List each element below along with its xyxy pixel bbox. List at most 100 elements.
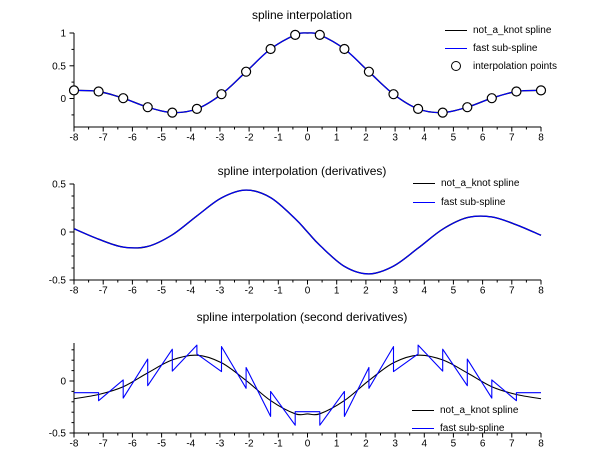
legend-label: interpolation points bbox=[473, 60, 557, 72]
x-tick-label: -6 bbox=[128, 133, 137, 144]
x-tick-label: -1 bbox=[274, 133, 283, 144]
interpolation-point-marker bbox=[388, 89, 399, 100]
x-tick-label: 8 bbox=[538, 439, 544, 450]
black-line-swatch-icon bbox=[445, 29, 467, 31]
x-tick-label: -8 bbox=[70, 439, 79, 450]
x-tick-label: 5 bbox=[451, 133, 457, 144]
interpolation-point-marker bbox=[290, 29, 301, 41]
legend-item-fast-sub-spline: fast sub-spline bbox=[413, 193, 519, 212]
x-tick-label: 1 bbox=[334, 286, 340, 297]
legend-label: fast sub-spline bbox=[441, 197, 506, 208]
y-tick-label: -0.5 bbox=[49, 429, 67, 440]
interpolation-point-marker bbox=[535, 85, 547, 96]
x-tick-label: -8 bbox=[70, 133, 79, 144]
black-line-swatch-icon bbox=[412, 409, 434, 411]
interpolation-point-marker bbox=[93, 86, 104, 97]
x-tick-label: 0 bbox=[305, 439, 311, 450]
legend-item-not-a-knot: not_a_knot spline bbox=[445, 21, 557, 39]
legend-item-fast-sub-spline: fast sub-spline bbox=[445, 39, 557, 57]
x-tick-label: -5 bbox=[157, 439, 166, 450]
interpolation-point-marker bbox=[511, 86, 522, 97]
x-tick-label: -4 bbox=[186, 439, 195, 450]
interpolation-point-marker bbox=[216, 89, 227, 100]
interpolation-point-marker bbox=[265, 43, 276, 55]
x-tick-label: -2 bbox=[245, 286, 254, 297]
legend-item-fast-sub-spline: fast sub-spline bbox=[412, 419, 518, 437]
x-tick-label: -8 bbox=[70, 286, 79, 297]
plot-3-title: spline interpolation (second derivatives… bbox=[196, 310, 408, 324]
legend-label: fast sub-spline bbox=[473, 42, 538, 54]
x-tick-label: 3 bbox=[392, 439, 398, 450]
interpolation-point-marker bbox=[437, 107, 448, 118]
black-line-swatch-icon bbox=[413, 183, 435, 184]
x-tick-label: -3 bbox=[215, 439, 224, 450]
x-tick-label: -7 bbox=[99, 133, 108, 144]
plot-1-legend: not_a_knot spline fast sub-spline interp… bbox=[445, 21, 557, 75]
plot-2-legend: not_a_knot spline fast sub-spline bbox=[413, 174, 519, 212]
x-tick-label: 0 bbox=[305, 286, 311, 297]
x-tick-label: -4 bbox=[186, 286, 195, 297]
x-tick-label: 7 bbox=[509, 286, 515, 297]
x-tick-label: 7 bbox=[509, 133, 515, 144]
x-tick-label: -6 bbox=[128, 286, 137, 297]
plot-1-tick-labels: -8 -7 -6 -5 -4 -3 -2 -1 0 1 2 3 4 5 6 7 8 1 0.5 0 bbox=[52, 29, 544, 144]
y-tick-label: -0.5 bbox=[49, 276, 67, 287]
x-tick-label: 6 bbox=[480, 286, 486, 297]
interpolation-point-marker bbox=[413, 103, 424, 115]
x-tick-label: 6 bbox=[480, 133, 486, 144]
x-tick-label: -5 bbox=[157, 286, 166, 297]
x-tick-label: 3 bbox=[392, 286, 398, 297]
plot-3: -8 -7 -6 -5 -4 -3 -2 -1 0 1 2 3 4 5 6 7 8 0 -0.5 bbox=[49, 343, 544, 450]
series-fast-sub-spline bbox=[73, 32, 542, 114]
blue-line-swatch-icon bbox=[413, 202, 435, 203]
x-tick-label: 1 bbox=[334, 133, 340, 144]
interpolation-point-marker bbox=[486, 93, 497, 104]
series-fast-sub-spline bbox=[74, 344, 541, 426]
plot-2-title: spline interpolation (derivatives) bbox=[217, 164, 387, 178]
y-tick-label: 1 bbox=[60, 29, 66, 40]
x-tick-label: 2 bbox=[363, 286, 369, 297]
interpolation-point-marker bbox=[68, 85, 80, 96]
x-tick-label: 2 bbox=[363, 133, 369, 144]
plot-1: -8 -7 -6 -5 -4 -3 -2 -1 0 1 2 3 4 5 6 7 8 1 0.5 0 bbox=[52, 29, 547, 144]
plot-3-tick-labels: -8 -7 -6 -5 -4 -3 -2 -1 0 1 2 3 4 5 6 7 8 0 -0.5 bbox=[49, 377, 544, 450]
legend-label: fast sub-spline bbox=[440, 422, 505, 434]
series-not-a-knot-spline bbox=[73, 354, 542, 416]
interpolation-point-marker bbox=[462, 102, 473, 113]
legend-label: not_a_knot spline bbox=[440, 404, 519, 416]
circle-marker-swatch-icon bbox=[451, 61, 461, 71]
x-tick-label: 8 bbox=[538, 133, 544, 144]
x-tick-label: 4 bbox=[422, 133, 428, 144]
interpolation-point-marker bbox=[363, 66, 374, 77]
y-tick-label: 0.5 bbox=[52, 180, 66, 191]
x-tick-label: 0 bbox=[305, 133, 311, 144]
x-tick-label: -3 bbox=[215, 286, 224, 297]
x-tick-label: 2 bbox=[363, 439, 369, 450]
x-tick-label: 5 bbox=[451, 439, 457, 450]
legend-item-interpolation-points: interpolation points bbox=[445, 57, 557, 75]
x-tick-label: 4 bbox=[422, 439, 428, 450]
plot-2: -8 -7 -6 -5 -4 -3 -2 -1 0 1 2 3 4 5 6 7 8 0.5 0 -0.5 bbox=[49, 180, 544, 297]
x-tick-label: -2 bbox=[245, 133, 254, 144]
y-tick-label: 0 bbox=[60, 228, 66, 239]
interpolation-point-marker bbox=[241, 66, 252, 77]
y-tick-label: 0 bbox=[60, 94, 66, 105]
y-tick-label: 0 bbox=[60, 377, 66, 388]
legend-label: not_a_knot spline bbox=[473, 24, 552, 36]
x-tick-label: -1 bbox=[274, 286, 283, 297]
blue-line-swatch-icon bbox=[445, 47, 467, 49]
interpolation-point-marker bbox=[339, 43, 350, 55]
interpolation-point-marker bbox=[118, 93, 129, 104]
x-tick-label: -5 bbox=[157, 133, 166, 144]
x-tick-label: 1 bbox=[334, 439, 340, 450]
x-tick-label: 6 bbox=[480, 439, 486, 450]
x-tick-label: 8 bbox=[538, 286, 544, 297]
interpolation-point-marker bbox=[314, 29, 325, 41]
y-tick-label: 0.5 bbox=[52, 61, 66, 72]
x-tick-label: 5 bbox=[451, 286, 457, 297]
x-tick-label: -4 bbox=[186, 133, 195, 144]
series-fast-sub-spline bbox=[73, 189, 542, 275]
plot-1-axes bbox=[69, 32, 542, 132]
interpolation-point-marker bbox=[167, 107, 178, 118]
